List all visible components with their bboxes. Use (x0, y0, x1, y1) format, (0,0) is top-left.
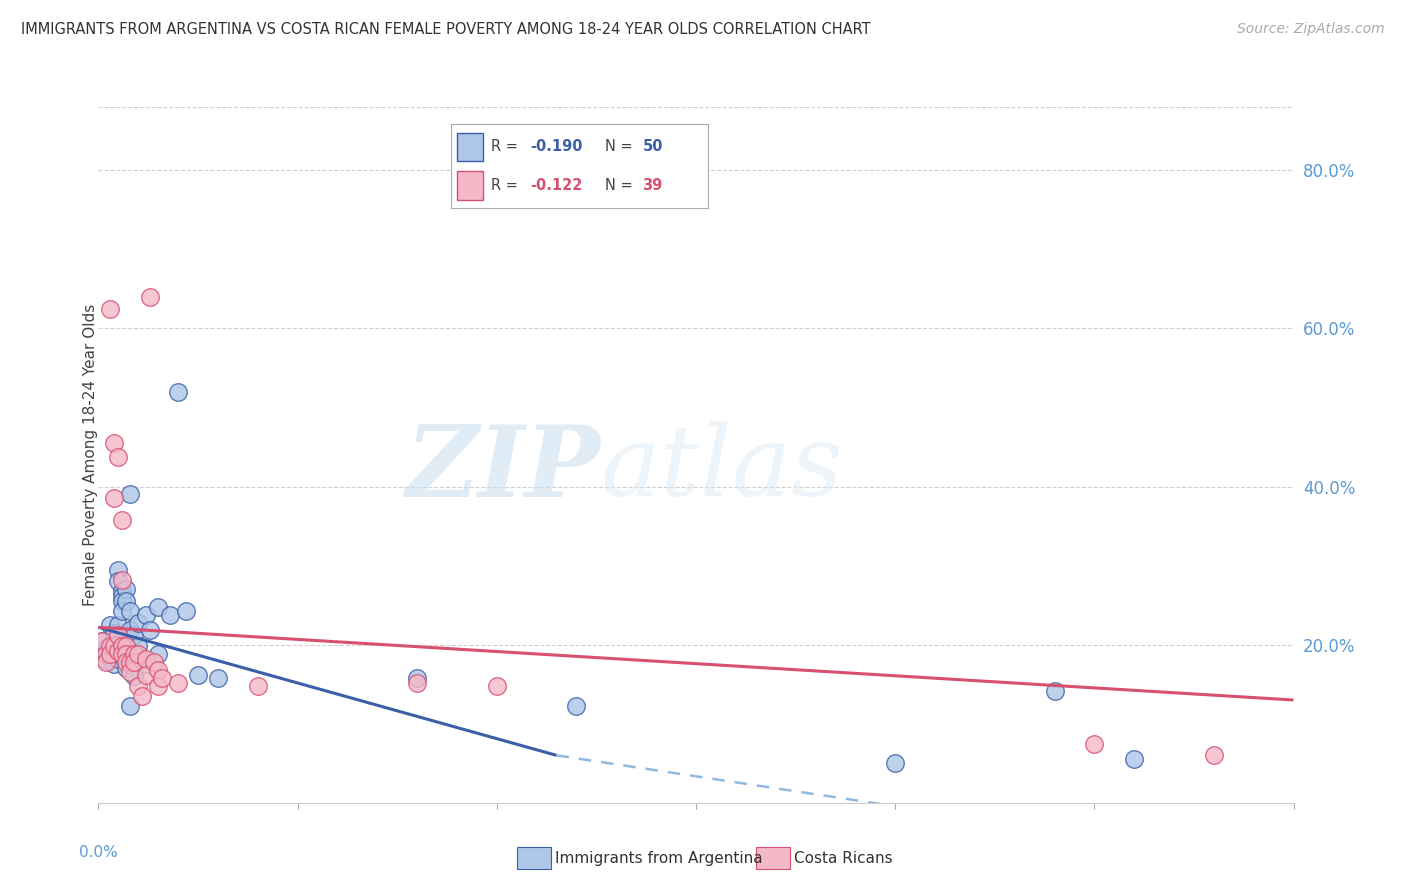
Point (115, 655, 138, 669)
Point (115, 639, 138, 653)
Point (187, 667, 209, 681)
Point (115, 582, 138, 597)
Point (120, 699, 142, 714)
Point (159, 607, 181, 622)
Point (124, 628, 146, 642)
Point (148, 679, 170, 693)
Point (103, 491, 125, 506)
Point (246, 679, 269, 693)
Point (1202, 748, 1225, 763)
Point (1123, 752, 1146, 766)
Point (124, 669, 146, 683)
Point (111, 589, 134, 603)
Point (107, 638, 129, 652)
Point (111, 648, 134, 663)
Point (148, 599, 170, 614)
Point (120, 605, 142, 619)
Point (127, 679, 149, 693)
Text: Source: ZipAtlas.com: Source: ZipAtlas.com (1237, 22, 1385, 37)
Point (120, 487, 142, 501)
Point (96, 641, 118, 656)
Point (139, 624, 162, 638)
Point (100, 639, 122, 653)
Point (127, 639, 149, 653)
Point (115, 649, 138, 664)
Point (103, 657, 125, 672)
Point (143, 655, 166, 669)
Point (111, 573, 134, 587)
Point (120, 624, 142, 638)
Point (111, 513, 134, 527)
Text: Costa Ricans: Costa Ricans (794, 851, 893, 865)
Point (96, 653, 118, 667)
Point (91, 633, 114, 648)
Point (148, 663, 170, 677)
Point (103, 638, 125, 652)
Point (107, 450, 129, 464)
Point (111, 605, 134, 619)
Point (100, 647, 122, 661)
Point (107, 644, 129, 658)
Point (115, 594, 138, 608)
Point (115, 660, 138, 674)
Point (111, 639, 134, 653)
Text: 0.0%: 0.0% (79, 845, 118, 860)
Point (100, 649, 122, 664)
Point (111, 594, 134, 608)
Point (139, 290, 162, 304)
Point (124, 655, 146, 669)
Text: atlas: atlas (600, 421, 844, 516)
Point (111, 583, 134, 598)
Point (103, 639, 125, 653)
Point (127, 649, 149, 664)
Point (96, 647, 118, 661)
Text: IMMIGRANTS FROM ARGENTINA VS COSTA RICAN FEMALE POVERTY AMONG 18-24 YEAR OLDS CO: IMMIGRANTS FROM ARGENTINA VS COSTA RICAN… (21, 22, 870, 37)
Point (127, 647, 149, 661)
Point (103, 436, 125, 450)
Point (107, 618, 129, 632)
Point (107, 628, 129, 642)
Point (103, 625, 125, 640)
Point (100, 618, 122, 632)
Point (406, 671, 429, 685)
Point (135, 667, 157, 681)
Point (485, 679, 508, 693)
Point (167, 384, 190, 399)
Point (111, 647, 134, 661)
Point (135, 607, 157, 622)
Point (120, 665, 142, 680)
Point (115, 639, 138, 653)
Point (167, 675, 190, 690)
Point (100, 301, 122, 316)
Point (150, 671, 173, 685)
Point (131, 689, 153, 703)
Point (124, 647, 146, 661)
Point (115, 647, 138, 661)
Point (107, 652, 129, 666)
Point (120, 655, 142, 669)
Point (91, 633, 114, 648)
Point (207, 671, 229, 685)
Point (135, 657, 157, 672)
Point (1083, 737, 1105, 751)
Point (148, 647, 170, 661)
Point (174, 605, 197, 619)
Point (120, 644, 142, 658)
Point (120, 657, 142, 672)
Point (107, 574, 129, 589)
Point (96, 655, 118, 669)
Point (107, 563, 129, 577)
Point (406, 675, 429, 690)
Point (1043, 683, 1066, 698)
Point (127, 615, 149, 630)
Point (111, 639, 134, 653)
Point (565, 699, 588, 714)
Y-axis label: Female Poverty Among 18-24 Year Olds: Female Poverty Among 18-24 Year Olds (83, 304, 97, 606)
Point (135, 652, 157, 666)
Text: Immigrants from Argentina: Immigrants from Argentina (555, 851, 763, 865)
Point (884, 756, 907, 771)
Text: ZIP: ZIP (405, 421, 600, 517)
